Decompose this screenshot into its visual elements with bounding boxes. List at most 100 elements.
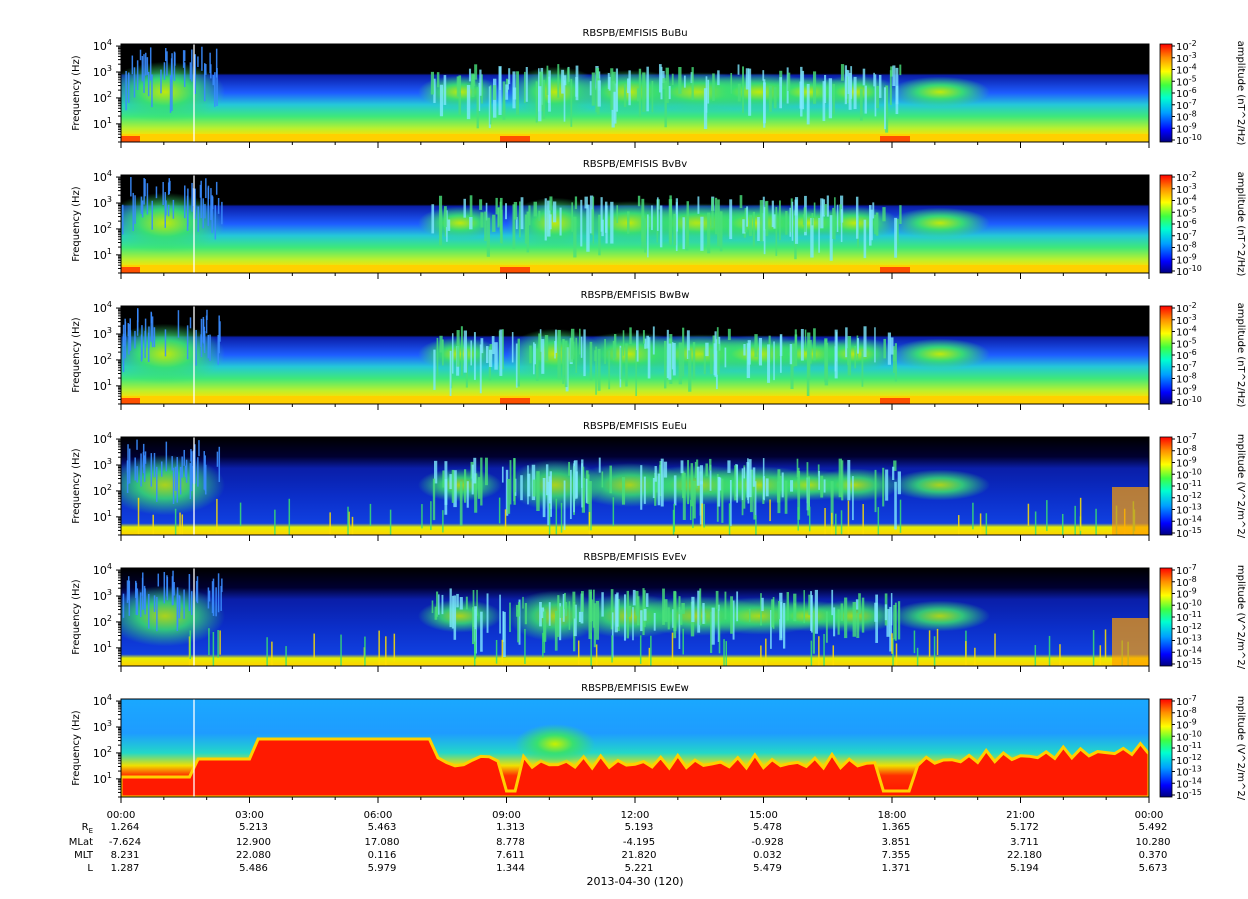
colorbar-tick-label: 10-8 bbox=[1176, 575, 1197, 589]
hiss-streak bbox=[171, 576, 174, 606]
hiss-streak bbox=[124, 321, 127, 341]
hiss-streak bbox=[166, 51, 168, 76]
y-tick-exponent: 2 bbox=[107, 614, 112, 623]
wave-burst bbox=[573, 216, 577, 258]
wave-burst bbox=[575, 337, 578, 373]
e-field-spike bbox=[682, 628, 684, 655]
panel-3: RBSPB/EMFISIS BwBw101102103104Frequency … bbox=[71, 290, 1246, 410]
hiss-streak bbox=[151, 316, 154, 348]
wave-burst bbox=[459, 481, 463, 526]
wave-burst bbox=[794, 334, 798, 367]
colorbar-tick-base: 10 bbox=[1176, 721, 1189, 732]
colorbar-tick-label: 10-7 bbox=[1176, 229, 1197, 243]
wave-burst bbox=[597, 80, 601, 107]
hiss-streak bbox=[143, 455, 146, 482]
e-field-spike bbox=[364, 636, 366, 666]
wave-burst bbox=[781, 472, 784, 498]
ephemeris-value: 8.778 bbox=[496, 837, 525, 848]
wave-burst bbox=[833, 607, 836, 637]
wave-burst bbox=[838, 458, 843, 498]
e-field-spike bbox=[329, 512, 331, 535]
colorbar-tick-label: 10-10 bbox=[1176, 729, 1202, 743]
colorbar-tick-base: 10 bbox=[1176, 779, 1189, 790]
y-tick-base: 10 bbox=[93, 171, 107, 184]
colorbar-label: amplitude (nT^2/Hz) bbox=[1235, 172, 1246, 277]
wave-burst bbox=[729, 199, 733, 240]
y-tick-exponent: 2 bbox=[107, 745, 112, 754]
wave-burst bbox=[535, 348, 539, 381]
hiss-streak bbox=[135, 580, 137, 599]
e-field-spike bbox=[430, 501, 432, 531]
ephemeris-value: 5.193 bbox=[625, 822, 654, 833]
colorbar-tick-exponent: -10 bbox=[1189, 729, 1202, 738]
wave-burst bbox=[742, 219, 746, 234]
hiss-streak bbox=[217, 197, 220, 214]
wave-burst bbox=[520, 475, 523, 501]
y-tick-label: 104 bbox=[93, 431, 112, 446]
hiss-streak bbox=[203, 63, 206, 102]
wave-burst bbox=[796, 458, 799, 478]
hiss-streak bbox=[206, 309, 208, 321]
panel-title: RBSPB/EMFISIS BwBw bbox=[581, 290, 690, 301]
colorbar-tick-label: 10-2 bbox=[1176, 301, 1197, 315]
colorbar-tick-label: 10-9 bbox=[1176, 121, 1197, 135]
wave-burst bbox=[746, 206, 749, 227]
wave-burst bbox=[777, 469, 781, 514]
wave-burst bbox=[629, 327, 632, 344]
hiss-streak bbox=[147, 71, 150, 97]
hiss-streak bbox=[136, 588, 139, 616]
colorbar-tick-label: 10-14 bbox=[1176, 776, 1202, 790]
wave-burst bbox=[812, 612, 815, 654]
perigee-band bbox=[500, 267, 530, 273]
wave-burst bbox=[616, 205, 619, 224]
wave-burst bbox=[724, 347, 727, 368]
wave-burst bbox=[682, 472, 686, 520]
e-field-spike bbox=[648, 647, 651, 666]
colorbar-tick-label: 10-8 bbox=[1176, 241, 1197, 255]
wave-burst bbox=[451, 469, 455, 503]
hiss-streak bbox=[202, 198, 204, 229]
wave-burst bbox=[643, 590, 646, 627]
wave-burst bbox=[702, 602, 705, 624]
wave-burst bbox=[757, 217, 761, 242]
perigee-band bbox=[880, 398, 910, 404]
region-edge bbox=[121, 737, 1149, 797]
colorbar-tick-label: 10-5 bbox=[1176, 74, 1197, 88]
colorbar-tick-base: 10 bbox=[1176, 77, 1189, 88]
wave-burst bbox=[896, 218, 899, 246]
e-field-spike bbox=[1079, 497, 1082, 531]
chorus-emission bbox=[507, 66, 603, 118]
wave-burst bbox=[724, 591, 727, 620]
colorbar-tick-exponent: -8 bbox=[1189, 575, 1197, 584]
y-tick-exponent: 4 bbox=[107, 431, 112, 440]
wave-burst bbox=[753, 477, 756, 520]
wave-burst bbox=[497, 207, 500, 226]
wave-burst bbox=[730, 72, 733, 94]
e-field-spike bbox=[612, 497, 615, 527]
wave-burst bbox=[797, 470, 801, 520]
wave-burst bbox=[847, 70, 850, 94]
y-tick-base: 10 bbox=[93, 773, 107, 786]
e-field-spike bbox=[495, 639, 498, 664]
hiss-streak bbox=[178, 595, 181, 619]
wave-burst bbox=[807, 476, 810, 516]
wave-burst bbox=[610, 201, 614, 244]
e-field-spike bbox=[501, 639, 504, 665]
wave-burst bbox=[784, 480, 788, 514]
hiss-streak bbox=[164, 48, 167, 62]
wave-burst bbox=[580, 199, 583, 247]
wave-burst bbox=[759, 200, 764, 242]
chorus-emission bbox=[121, 454, 225, 516]
e-field-spike bbox=[313, 633, 315, 658]
e-field-spike bbox=[832, 645, 835, 666]
wave-burst bbox=[527, 473, 531, 497]
wave-burst bbox=[859, 88, 863, 121]
wave-burst bbox=[474, 473, 478, 513]
perigee-band bbox=[880, 136, 910, 142]
wave-burst bbox=[549, 479, 552, 509]
wave-burst bbox=[651, 80, 654, 113]
wave-burst bbox=[544, 335, 549, 361]
wave-burst bbox=[484, 211, 487, 242]
wave-burst bbox=[430, 71, 435, 95]
ephemeris-value: 5.221 bbox=[625, 863, 654, 874]
